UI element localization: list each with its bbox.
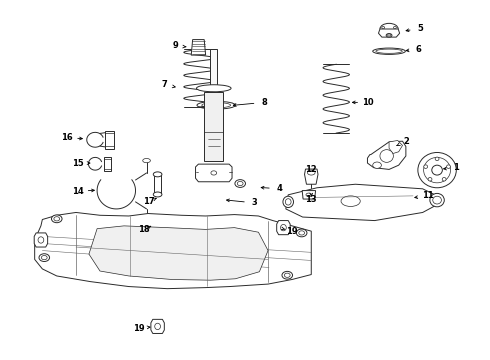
Ellipse shape [211,171,217,175]
Text: 4: 4 [277,184,283,193]
Polygon shape [286,184,437,221]
Text: 8: 8 [261,98,267,107]
Polygon shape [151,319,164,333]
Polygon shape [210,49,217,88]
Ellipse shape [341,196,360,207]
Text: 6: 6 [416,45,422,54]
Ellipse shape [155,323,161,330]
Ellipse shape [373,48,405,54]
Ellipse shape [435,157,439,161]
Ellipse shape [281,224,286,231]
Ellipse shape [424,165,428,168]
Polygon shape [204,92,223,161]
Ellipse shape [51,215,62,223]
Ellipse shape [283,196,294,207]
Ellipse shape [54,217,60,221]
Ellipse shape [41,256,47,260]
Ellipse shape [237,181,243,186]
Ellipse shape [296,229,307,237]
Ellipse shape [39,254,49,261]
Polygon shape [34,233,48,247]
Ellipse shape [299,231,305,235]
Text: 7: 7 [161,80,167,89]
Ellipse shape [386,33,392,37]
Ellipse shape [446,165,450,168]
Bar [105,131,114,149]
Ellipse shape [428,177,432,181]
Text: 18: 18 [138,225,150,234]
Text: 9: 9 [172,41,178,50]
Polygon shape [368,141,406,170]
Ellipse shape [380,150,393,162]
Text: 19: 19 [286,227,298,236]
Ellipse shape [153,172,162,177]
Ellipse shape [442,177,446,181]
Text: 13: 13 [305,195,317,204]
Ellipse shape [432,165,442,175]
Ellipse shape [282,271,293,279]
Ellipse shape [424,157,450,183]
Ellipse shape [235,180,245,188]
Ellipse shape [433,196,441,204]
Polygon shape [191,40,206,55]
Polygon shape [277,221,290,235]
Ellipse shape [373,162,381,168]
Ellipse shape [393,27,396,29]
Ellipse shape [376,49,402,53]
Text: 17: 17 [143,197,155,206]
Ellipse shape [418,153,456,188]
Bar [103,157,111,171]
Text: 12: 12 [305,165,317,174]
Ellipse shape [38,237,44,243]
Ellipse shape [202,103,231,108]
Ellipse shape [284,273,290,277]
Text: 1: 1 [453,163,459,172]
Text: 3: 3 [252,198,257,207]
Text: 5: 5 [417,24,423,33]
Ellipse shape [153,192,162,197]
Text: 19: 19 [133,324,144,333]
Polygon shape [378,29,400,37]
Polygon shape [154,174,161,194]
Polygon shape [89,226,268,280]
Text: 14: 14 [72,187,84,196]
Text: 2: 2 [403,137,409,146]
Ellipse shape [430,193,444,207]
Ellipse shape [197,101,235,109]
Text: 16: 16 [61,133,73,142]
Polygon shape [302,190,316,199]
Text: 10: 10 [362,98,374,107]
Polygon shape [305,169,318,184]
Text: 11: 11 [421,192,433,201]
Polygon shape [196,164,232,182]
Ellipse shape [388,34,391,36]
Polygon shape [389,140,402,154]
Ellipse shape [382,27,385,29]
Ellipse shape [306,193,312,197]
Ellipse shape [285,199,291,205]
Text: 15: 15 [72,158,84,167]
Polygon shape [35,212,311,289]
Ellipse shape [307,170,315,175]
Ellipse shape [196,85,231,92]
Ellipse shape [143,158,150,163]
